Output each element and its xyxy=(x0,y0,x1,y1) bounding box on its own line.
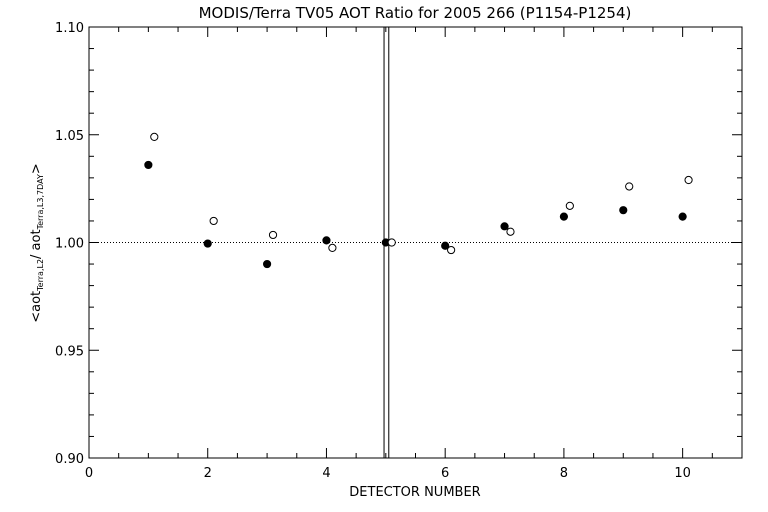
data-point-open xyxy=(684,175,693,185)
x-tick-label: 6 xyxy=(441,466,449,481)
x-tick-label: 4 xyxy=(322,466,330,481)
y-axis-label-sub1: Terra,L2 xyxy=(36,259,45,292)
y-tick-label: 1.10 xyxy=(55,21,84,36)
data-point-open xyxy=(209,216,218,226)
data-point-open xyxy=(565,201,574,210)
data-point-filled xyxy=(678,212,687,221)
y-tick-label: 1.05 xyxy=(55,129,84,144)
data-point-filled xyxy=(144,160,153,170)
y-tick-label: 0.90 xyxy=(55,452,84,467)
y-axis-label-prefix: <aot xyxy=(29,291,44,323)
data-point-open xyxy=(150,132,159,142)
y-axis-label-suffix: > xyxy=(29,163,44,174)
data-point-open xyxy=(506,227,515,236)
y-tick-label: 0.95 xyxy=(55,344,84,359)
chart-title: MODIS/Terra TV05 AOT Ratio for 2005 266 … xyxy=(199,4,632,22)
x-tick-label: 8 xyxy=(560,466,568,481)
data-point-filled xyxy=(203,239,212,248)
data-point-filled xyxy=(262,259,272,269)
y-tick-label: 1.00 xyxy=(55,237,84,252)
y-axis-label-mid: / aot xyxy=(29,229,44,259)
y-axis-label-sub2: Terra,L3,7DAY xyxy=(36,174,45,230)
x-tick-label: 2 xyxy=(204,466,212,481)
data-point-open xyxy=(447,245,456,255)
x-axis-label: DETECTOR NUMBER xyxy=(349,485,480,500)
data-point-open xyxy=(328,243,337,252)
plot-area: 0 2 4 6 8 10 0.90 0.95 1.00 1.05 1.10 xyxy=(55,21,743,481)
data-point-filled xyxy=(500,222,509,231)
x-tick-label: 0 xyxy=(85,466,93,481)
data-point-filled xyxy=(441,241,450,250)
data-point-filled xyxy=(619,206,628,215)
y-axis-label: <aotTerra,L2/ aotTerra,L3,7DAY> xyxy=(29,163,45,323)
data-point-open xyxy=(625,182,634,191)
data-point-open xyxy=(387,238,396,247)
data-point-filled xyxy=(559,212,569,221)
data-point-open xyxy=(268,230,278,240)
x-tick-label: 10 xyxy=(674,466,691,481)
data-point-filled xyxy=(322,236,331,245)
